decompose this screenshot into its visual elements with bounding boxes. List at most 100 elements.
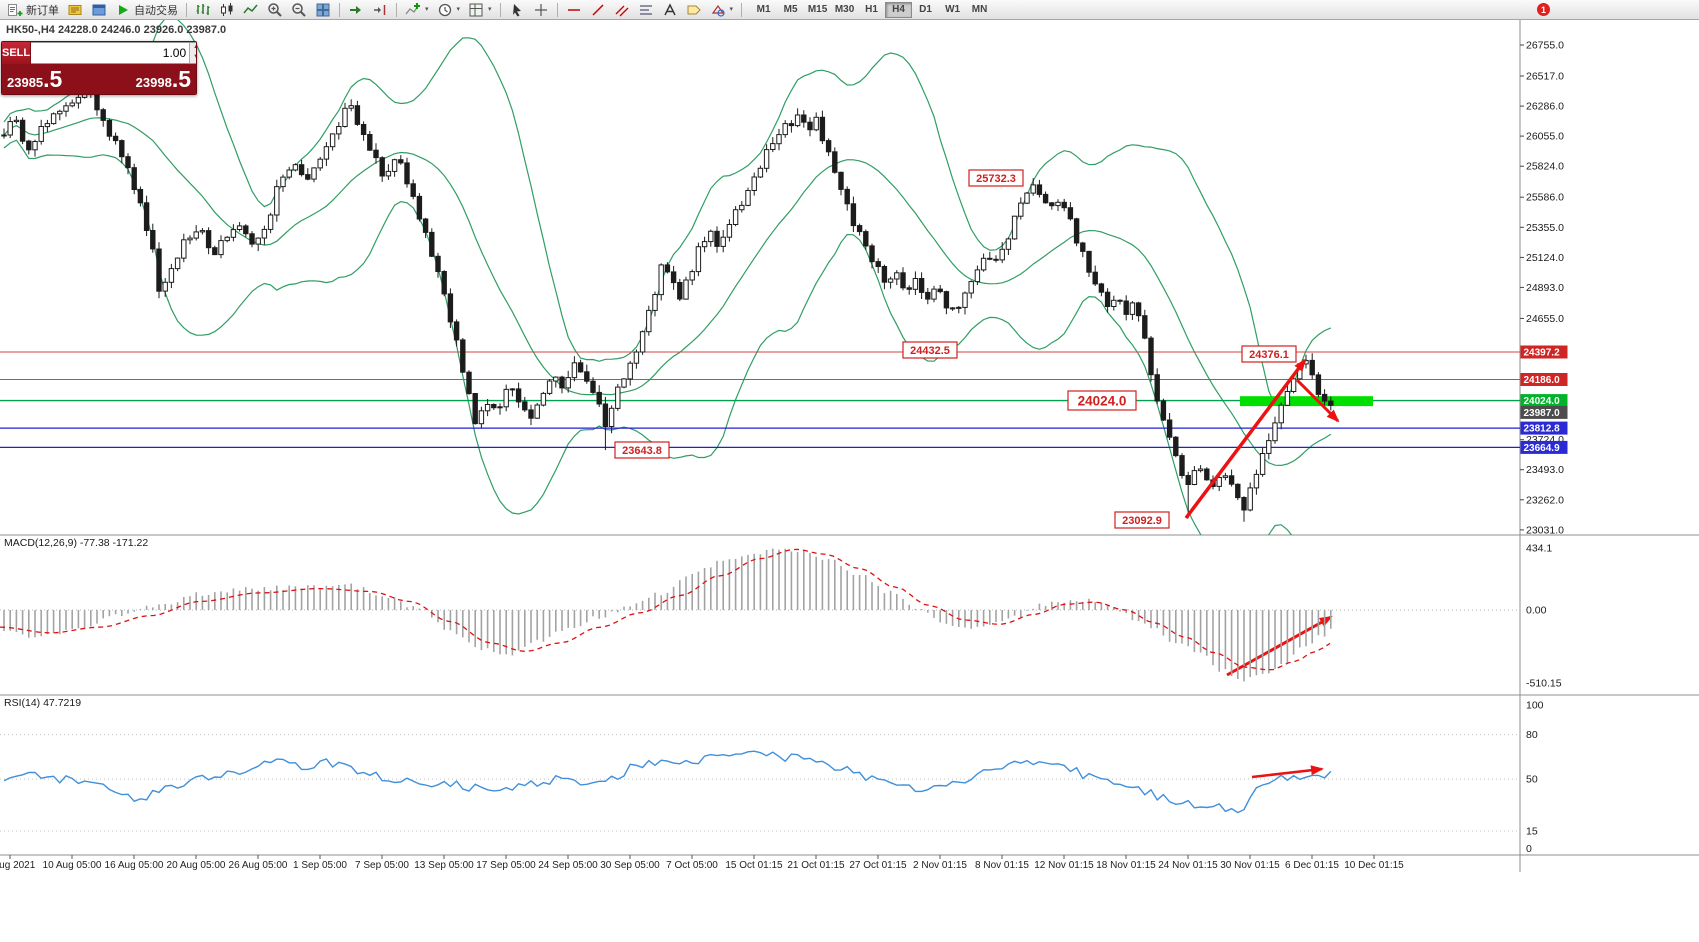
svg-text:24655.0: 24655.0 bbox=[1526, 313, 1564, 325]
timeframe-h1[interactable]: H1 bbox=[858, 2, 885, 18]
indicators-button[interactable]: ▾ bbox=[401, 1, 433, 19]
toolbar-separator bbox=[556, 2, 558, 17]
svg-text:23987.0: 23987.0 bbox=[1524, 408, 1561, 419]
sell-price[interactable]: 23985.5 bbox=[7, 68, 62, 92]
svg-text:30 Sep 05:00: 30 Sep 05:00 bbox=[600, 860, 660, 871]
timeframe-m5[interactable]: M5 bbox=[777, 2, 804, 18]
timeframe-mn[interactable]: MN bbox=[966, 2, 993, 18]
templates-button[interactable]: ▾ bbox=[464, 1, 496, 19]
svg-text:26286.0: 26286.0 bbox=[1526, 101, 1564, 113]
crosshair-icon bbox=[534, 3, 547, 16]
terminal-button[interactable] bbox=[87, 1, 111, 19]
timeframe-d1[interactable]: D1 bbox=[912, 2, 939, 18]
toolbar: 新订单 自动交易 ▾ ▾ ▾ bbox=[0, 0, 1699, 20]
svg-text:0: 0 bbox=[1526, 843, 1532, 855]
price-callout bbox=[1067, 390, 1137, 411]
editor-button[interactable] bbox=[63, 1, 87, 19]
svg-text:15: 15 bbox=[1526, 826, 1538, 838]
templates-icon bbox=[469, 3, 483, 16]
svg-text:434.1: 434.1 bbox=[1526, 543, 1552, 555]
bollinger-bands bbox=[3, 20, 1332, 535]
timeframe-m15[interactable]: M15 bbox=[804, 2, 831, 18]
svg-text:25355.0: 25355.0 bbox=[1526, 222, 1564, 234]
volume-input[interactable] bbox=[31, 43, 190, 63]
support-zone-rect[interactable] bbox=[1240, 396, 1373, 407]
svg-text:1 Sep 05:00: 1 Sep 05:00 bbox=[293, 860, 347, 871]
chevron-down-icon: ▾ bbox=[488, 5, 492, 13]
trendline-button[interactable] bbox=[586, 1, 610, 19]
svg-text:25124.0: 25124.0 bbox=[1526, 252, 1564, 264]
tile-windows-button[interactable] bbox=[311, 1, 335, 19]
timeframe-h4[interactable]: H4 bbox=[885, 1, 913, 18]
svg-text:15 Oct 01:15: 15 Oct 01:15 bbox=[725, 860, 783, 871]
price-callout bbox=[1241, 345, 1297, 363]
new-order-button[interactable]: 新订单 bbox=[3, 1, 63, 19]
text-tool-icon bbox=[663, 2, 676, 15]
line-chart-icon bbox=[243, 4, 258, 13]
axis-price-tag bbox=[1520, 405, 1568, 419]
timeframe-m30[interactable]: M30 bbox=[831, 2, 858, 18]
svg-text:24 Nov 01:15: 24 Nov 01:15 bbox=[1158, 860, 1218, 871]
svg-text:24432.5: 24432.5 bbox=[910, 345, 950, 357]
svg-text:23643.8: 23643.8 bbox=[622, 445, 662, 457]
sell-button[interactable]: SELL bbox=[2, 42, 32, 64]
cursor-icon bbox=[512, 3, 521, 16]
axis-price-tag bbox=[1520, 440, 1568, 454]
svg-text:6 Dec 01:15: 6 Dec 01:15 bbox=[1285, 860, 1339, 871]
axis-price-tag bbox=[1520, 394, 1568, 408]
zoom-in-icon bbox=[268, 2, 282, 17]
editor-icon bbox=[68, 4, 82, 15]
cursor-button[interactable] bbox=[505, 1, 529, 19]
svg-text:23812.8: 23812.8 bbox=[1524, 424, 1561, 435]
buy-price[interactable]: 23998.5 bbox=[136, 68, 191, 92]
zoom-out-icon bbox=[292, 2, 306, 17]
svg-text:5 Aug 2021: 5 Aug 2021 bbox=[0, 860, 36, 871]
auto-scroll-icon bbox=[350, 5, 361, 14]
terminal-icon bbox=[92, 4, 106, 15]
toolbar-separator bbox=[499, 2, 501, 17]
notification-badge[interactable]: 1 bbox=[1537, 3, 1550, 16]
volume-up-icon[interactable]: ▲ bbox=[190, 43, 196, 53]
fibonacci-button[interactable] bbox=[634, 1, 658, 19]
volume-box: ▲ ▼ bbox=[31, 42, 196, 64]
auto-scroll-button[interactable] bbox=[344, 1, 368, 19]
svg-text:30 Nov 01:15: 30 Nov 01:15 bbox=[1220, 860, 1280, 871]
toolbar-separator bbox=[741, 2, 743, 17]
chart-shift-button[interactable] bbox=[368, 1, 392, 19]
bar-chart-button[interactable] bbox=[191, 1, 215, 19]
one-click-trading-panel: SELL ▲ ▼ BUY 23985.5 23998.5 bbox=[1, 41, 197, 95]
zoom-in-button[interactable] bbox=[263, 1, 287, 19]
volume-stepper[interactable]: ▲ ▼ bbox=[189, 43, 196, 63]
svg-text:26055.0: 26055.0 bbox=[1526, 131, 1564, 143]
chevron-down-icon: ▾ bbox=[425, 5, 429, 13]
tile-windows-icon bbox=[316, 3, 330, 16]
horizontal-line-button[interactable] bbox=[562, 1, 586, 19]
candlestick-chart-button[interactable] bbox=[215, 1, 239, 19]
channel-button[interactable] bbox=[610, 1, 634, 19]
timeframe-w1[interactable]: W1 bbox=[939, 2, 966, 18]
price-axis[interactable]: 26755.0 26517.0 26286.0 26055.0 25824.0 25586… bbox=[1520, 40, 1568, 537]
line-chart-button[interactable] bbox=[239, 1, 263, 19]
svg-text:24397.2: 24397.2 bbox=[1524, 348, 1561, 359]
timeframe-m1[interactable]: M1 bbox=[750, 2, 777, 18]
svg-text:24024.0: 24024.0 bbox=[1524, 396, 1561, 407]
price-annotations[interactable]: 25732.3 24432.5 24376.1 24024.0 23643.8 23092… bbox=[614, 169, 1297, 529]
text-tool-button[interactable] bbox=[658, 1, 682, 19]
text-label-button[interactable] bbox=[682, 1, 706, 19]
svg-text:21 Oct 01:15: 21 Oct 01:15 bbox=[787, 860, 845, 871]
chart-canvas[interactable]: 26755.0 26517.0 26286.0 26055.0 25824.0 25586… bbox=[0, 20, 1699, 872]
svg-text:20 Aug 05:00: 20 Aug 05:00 bbox=[167, 860, 226, 871]
autotrading-button[interactable]: 自动交易 bbox=[111, 1, 182, 19]
autotrading-label: 自动交易 bbox=[134, 4, 178, 17]
indicators-icon bbox=[405, 2, 420, 14]
shapes-button[interactable]: ▾ bbox=[706, 1, 738, 19]
volume-down-icon[interactable]: ▼ bbox=[190, 53, 196, 63]
trend-arrows[interactable] bbox=[1184, 358, 1340, 779]
trade-panel-prices: 23985.5 23998.5 bbox=[2, 64, 196, 94]
crosshair-button[interactable] bbox=[529, 1, 553, 19]
periods-button[interactable]: ▾ bbox=[433, 1, 465, 19]
svg-text:25824.0: 25824.0 bbox=[1526, 161, 1564, 173]
zoom-out-button[interactable] bbox=[287, 1, 311, 19]
svg-text:-510.15: -510.15 bbox=[1526, 677, 1562, 689]
